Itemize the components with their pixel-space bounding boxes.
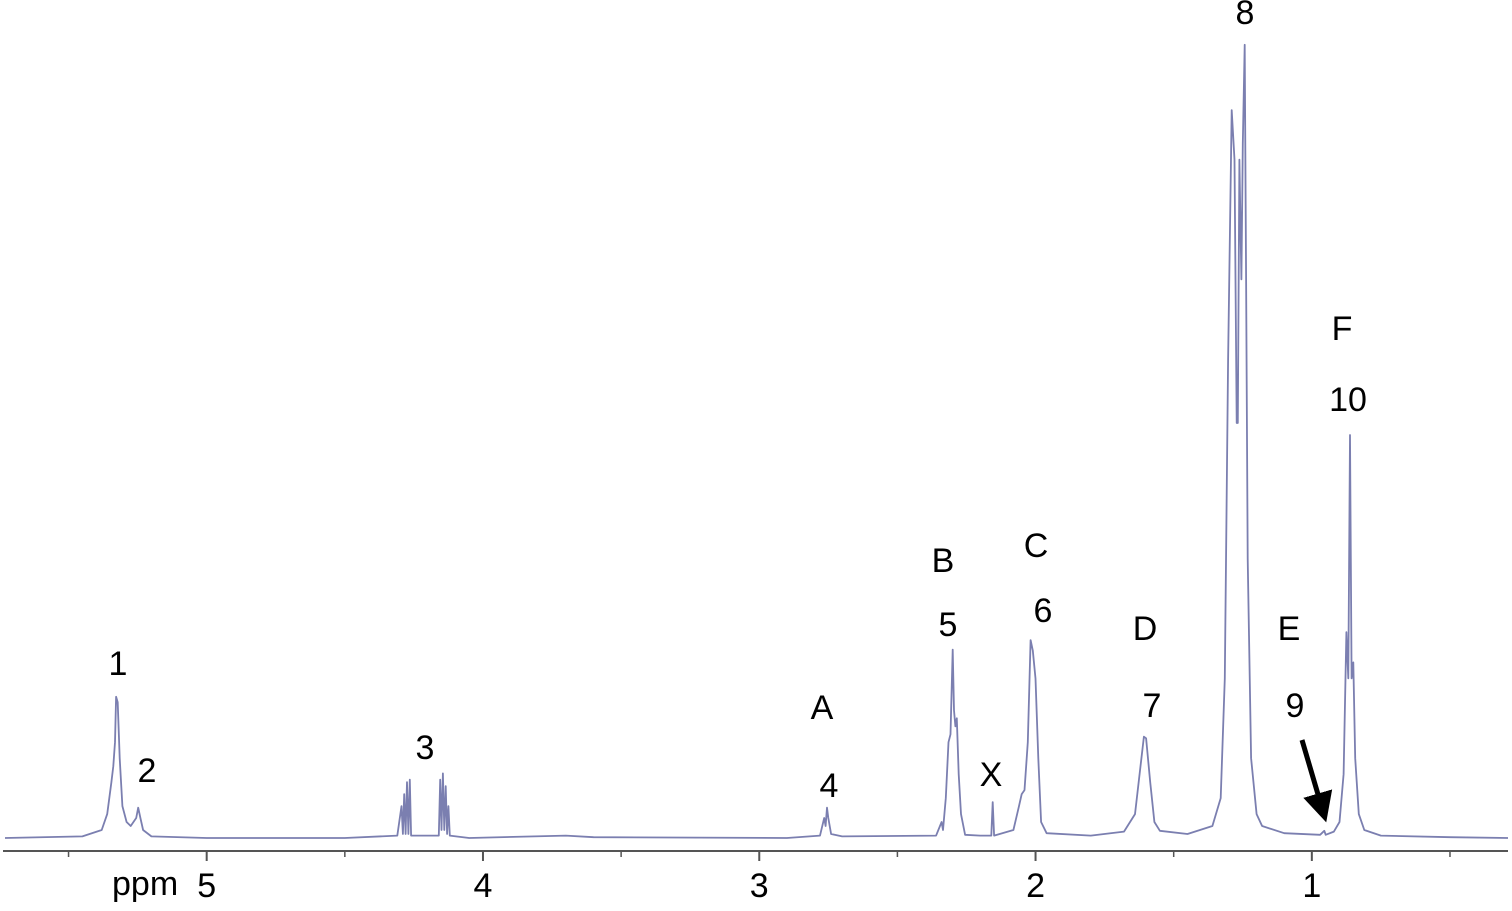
arrow — [1299, 739, 1333, 823]
peak-label: 4 — [820, 767, 839, 805]
peak-label: 10 — [1329, 381, 1367, 419]
peak-label: 1 — [109, 645, 128, 683]
peak-label: F — [1332, 310, 1353, 348]
x-tick-label: 1 — [1302, 867, 1321, 905]
peak-label: E — [1278, 610, 1301, 648]
peak-label: D — [1133, 610, 1158, 648]
peak-label: 6 — [1034, 592, 1053, 630]
peak-label: 3 — [416, 729, 435, 767]
x-tick-label: 3 — [750, 867, 769, 905]
peak-label: 9 — [1286, 687, 1305, 725]
peak-label: B — [932, 542, 955, 580]
peak-label: 7 — [1143, 687, 1162, 725]
x-tick-label: 2 — [1026, 867, 1045, 905]
x-axis-label: ppm — [112, 865, 178, 903]
x-tick-label: 5 — [197, 867, 216, 905]
peak-label: X — [980, 756, 1003, 794]
peak-label: A — [811, 689, 834, 727]
peak-label: 5 — [939, 606, 958, 644]
x-tick-label: 4 — [474, 867, 493, 905]
spectrum — [4, 43, 1509, 839]
peak-label: 2 — [138, 752, 157, 790]
peak-label: 8 — [1236, 0, 1255, 32]
peak-label: C — [1024, 527, 1049, 565]
